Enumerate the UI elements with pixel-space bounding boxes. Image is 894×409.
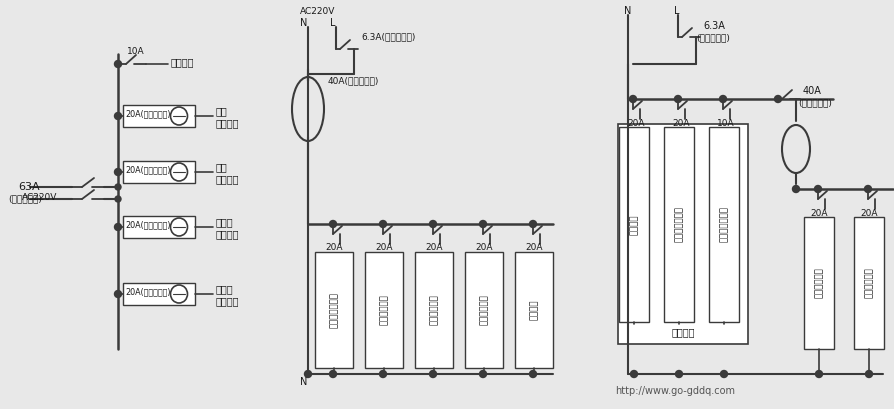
Circle shape xyxy=(676,371,682,378)
Circle shape xyxy=(814,186,822,193)
Text: 6.3A: 6.3A xyxy=(703,21,725,31)
Text: 厨卫插座回路: 厨卫插座回路 xyxy=(429,294,438,326)
Circle shape xyxy=(330,220,336,227)
Text: 20A: 20A xyxy=(375,243,392,252)
Text: 20A(零漏电保护): 20A(零漏电保护) xyxy=(125,220,171,229)
Text: http://www.go-gddq.com: http://www.go-gddq.com xyxy=(615,386,735,396)
Circle shape xyxy=(529,371,536,378)
Bar xyxy=(123,161,195,183)
Text: 照明回路: 照明回路 xyxy=(171,57,195,67)
Bar xyxy=(315,252,353,368)
Text: 6.3A(套内总空开): 6.3A(套内总空开) xyxy=(361,32,416,41)
Text: 厅空调插座回路: 厅空调插座回路 xyxy=(674,207,684,243)
Text: AC220V: AC220V xyxy=(300,7,335,16)
Text: 10A: 10A xyxy=(127,47,145,56)
Text: 一般插座回路: 一般插座回路 xyxy=(864,267,873,299)
Text: 20A: 20A xyxy=(860,209,878,218)
Text: 20A: 20A xyxy=(475,243,493,252)
Text: 20A(零漏电保护): 20A(零漏电保护) xyxy=(125,110,171,119)
Text: N: N xyxy=(300,377,308,387)
Text: 20A: 20A xyxy=(325,243,342,252)
Text: 插座回路: 插座回路 xyxy=(216,296,240,306)
Text: (套内总空开): (套内总空开) xyxy=(8,195,42,204)
Text: 20A(零漏电保护): 20A(零漏电保护) xyxy=(125,166,171,175)
Bar xyxy=(415,252,453,368)
Bar xyxy=(123,283,195,305)
Circle shape xyxy=(429,220,436,227)
Circle shape xyxy=(479,371,486,378)
Text: (零漏电保护): (零漏电保护) xyxy=(798,99,832,108)
Text: 厨卫: 厨卫 xyxy=(216,162,228,172)
Text: 卧空调插座回路: 卧空调插座回路 xyxy=(720,207,729,243)
Bar xyxy=(365,252,403,368)
Text: 40A: 40A xyxy=(803,86,822,96)
Text: 20A(零漏电保护): 20A(零漏电保护) xyxy=(125,288,171,297)
Text: L: L xyxy=(330,18,335,28)
Circle shape xyxy=(674,95,681,103)
Circle shape xyxy=(305,371,311,378)
Bar xyxy=(709,127,739,322)
Circle shape xyxy=(815,371,822,378)
Circle shape xyxy=(429,371,436,378)
Circle shape xyxy=(629,95,637,103)
Text: 一般插座回路: 一般插座回路 xyxy=(479,294,488,326)
Text: 卧空调插座回路: 卧空调插座回路 xyxy=(330,292,339,328)
Bar xyxy=(804,217,834,349)
Circle shape xyxy=(792,186,799,193)
Text: 照明回路: 照明回路 xyxy=(629,214,638,235)
Circle shape xyxy=(865,371,873,378)
Text: 套内零排: 套内零排 xyxy=(671,327,695,337)
Text: 照明回路: 照明回路 xyxy=(529,300,538,320)
Text: 客厅空调回路: 客厅空调回路 xyxy=(379,294,389,326)
Circle shape xyxy=(330,371,336,378)
Bar xyxy=(123,216,195,238)
Text: 插座回路: 插座回路 xyxy=(216,174,240,184)
Circle shape xyxy=(114,112,122,119)
Bar xyxy=(664,127,694,322)
Text: 20A: 20A xyxy=(672,119,689,128)
Text: 插座回路: 插座回路 xyxy=(216,229,240,239)
Circle shape xyxy=(630,371,637,378)
Text: N: N xyxy=(300,18,308,28)
Text: 63A: 63A xyxy=(18,182,39,192)
Text: 10A: 10A xyxy=(717,119,735,128)
Text: 40A(零漏电保护): 40A(零漏电保护) xyxy=(328,76,379,85)
Text: 插座回路: 插座回路 xyxy=(216,118,240,128)
Text: 20A: 20A xyxy=(525,243,543,252)
Text: 一般: 一般 xyxy=(216,106,228,116)
Circle shape xyxy=(479,220,486,227)
Circle shape xyxy=(115,196,121,202)
Circle shape xyxy=(379,220,386,227)
Bar xyxy=(854,217,884,349)
Circle shape xyxy=(529,220,536,227)
Text: L: L xyxy=(674,6,679,16)
Text: 厨卫插座回路: 厨卫插座回路 xyxy=(814,267,823,299)
Text: 20A: 20A xyxy=(810,209,828,218)
Circle shape xyxy=(114,61,122,67)
Circle shape xyxy=(721,371,728,378)
Text: N: N xyxy=(624,6,631,16)
Circle shape xyxy=(774,95,781,103)
Text: 20A: 20A xyxy=(425,243,443,252)
Text: (套内总空开): (套内总空开) xyxy=(696,34,730,43)
Text: 厅空调: 厅空调 xyxy=(216,217,233,227)
Circle shape xyxy=(114,290,122,297)
Bar xyxy=(123,105,195,127)
Bar xyxy=(515,252,553,368)
Circle shape xyxy=(379,371,386,378)
Bar xyxy=(465,252,503,368)
Bar xyxy=(618,124,748,344)
Circle shape xyxy=(115,184,121,190)
Text: AC220V: AC220V xyxy=(22,193,57,202)
Circle shape xyxy=(114,223,122,231)
Text: 卧空调: 卧空调 xyxy=(216,284,233,294)
Circle shape xyxy=(720,95,727,103)
Bar xyxy=(619,127,649,322)
Circle shape xyxy=(114,169,122,175)
Text: 20A: 20A xyxy=(627,119,645,128)
Circle shape xyxy=(864,186,872,193)
